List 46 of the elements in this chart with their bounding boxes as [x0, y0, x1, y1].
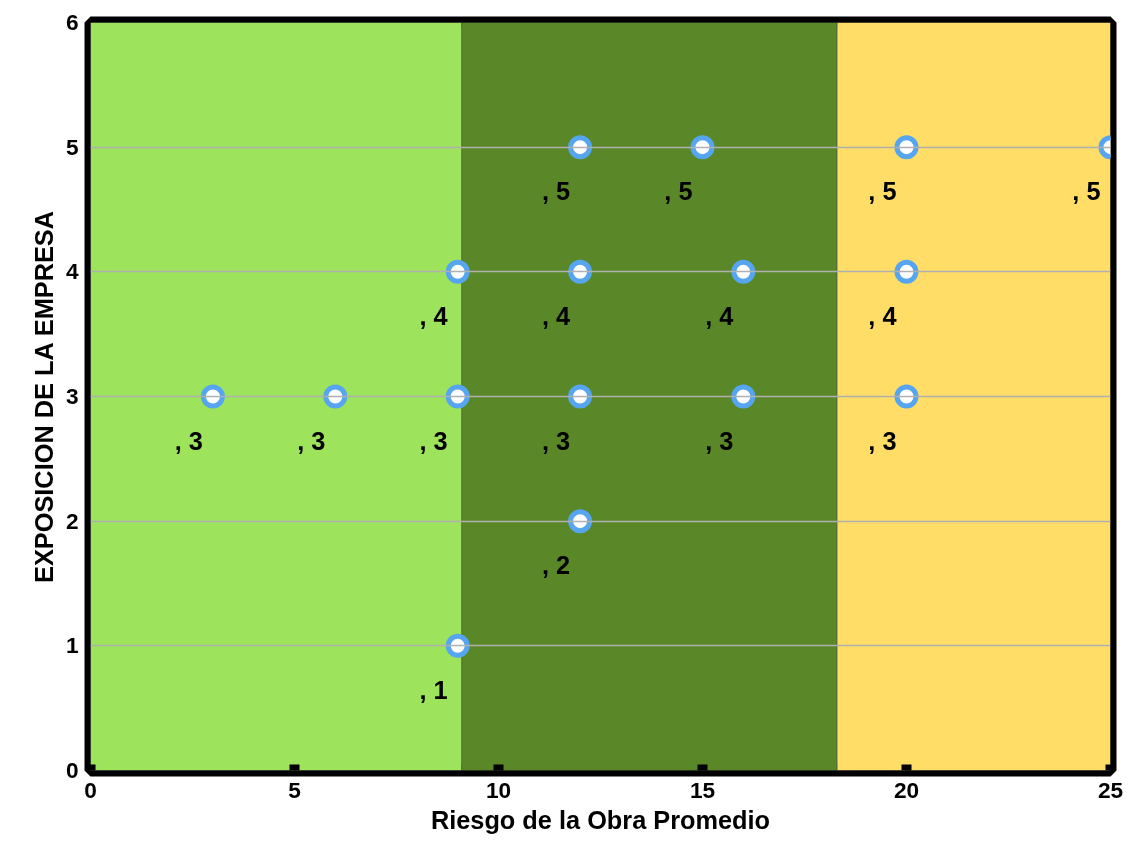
data-label: , 1 [419, 675, 448, 704]
x-axis-title: Riesgo de la Obra Promedio [430, 805, 771, 834]
y-axis-title: EXPOSICION DE LA EMPRESA [29, 210, 58, 583]
point [894, 259, 919, 284]
x-tick-label: 15 [689, 776, 716, 803]
point [200, 384, 225, 409]
y-tick-label: 5 [65, 133, 79, 160]
data-label: , 2 [541, 551, 571, 580]
x-tick-label: 0 [84, 776, 97, 803]
x-tick-label: 20 [893, 776, 920, 803]
y-tick-label: 3 [65, 383, 79, 409]
point [568, 135, 593, 160]
point [731, 259, 756, 284]
y-tick-label: 2 [65, 507, 79, 534]
data-label: , 3 [297, 426, 326, 455]
y-tick-label: 1 [65, 632, 79, 659]
data-label: , 4 [868, 301, 897, 330]
data-label: , 5 [541, 177, 571, 206]
point [323, 384, 348, 409]
point [445, 633, 470, 658]
data-label: , 3 [174, 426, 203, 455]
point [568, 384, 593, 409]
point [568, 509, 593, 534]
point [894, 384, 919, 409]
x-tick-label: 10 [485, 776, 512, 803]
data-label: , 3 [541, 426, 571, 455]
point [445, 259, 470, 284]
data-label: , 4 [541, 301, 571, 330]
data-label: , 3 [419, 426, 448, 455]
point [894, 135, 919, 160]
y-tick-label: 6 [65, 9, 79, 35]
y-tick-label: 0 [65, 757, 79, 783]
data-label: , 5 [868, 177, 897, 206]
x-tick-label: 5 [288, 776, 301, 803]
data-label: , 5 [1072, 177, 1101, 206]
data-label: , 3 [868, 426, 897, 455]
data-label: , 3 [705, 426, 734, 455]
data-label: , 4 [419, 301, 448, 330]
point [731, 384, 756, 409]
point [690, 135, 715, 160]
x-tick-label: 25 [1097, 776, 1124, 803]
data-label: , 4 [705, 301, 734, 330]
point [445, 384, 470, 409]
point [568, 259, 593, 284]
data-label: , 5 [664, 177, 693, 206]
y-tick-label: 4 [65, 258, 79, 285]
